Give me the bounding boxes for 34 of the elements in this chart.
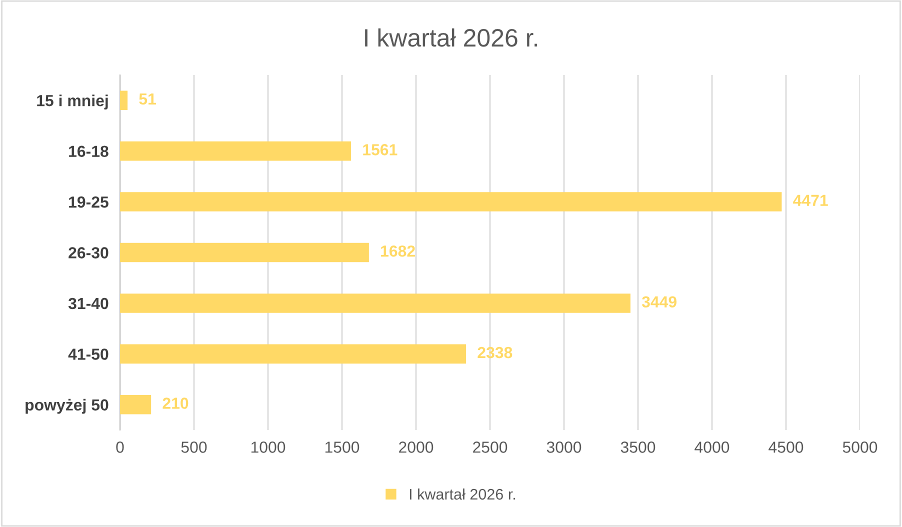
y-tick-label: 19-25 [69, 196, 108, 208]
bar [120, 395, 152, 414]
data-label: 1682 [381, 245, 415, 257]
y-tick-label: 16-18 [69, 146, 108, 158]
bar [120, 192, 782, 212]
y-tick-label: 41-50 [68, 348, 108, 360]
y-tick-label: 15 i mniej [37, 94, 108, 110]
y-tick-label: 26-30 [68, 247, 108, 258]
x-tick-label: 3000 [546, 442, 582, 453]
x-tick-label: 5000 [842, 442, 878, 453]
legend-label: I kwartał 2026 r. [410, 488, 515, 500]
bar [120, 344, 466, 364]
data-label: 3449 [642, 296, 677, 308]
data-label: 51 [139, 94, 156, 105]
data-label: 4471 [793, 194, 828, 206]
x-tick-label: 1000 [251, 442, 286, 453]
bar [120, 141, 352, 161]
x-tick-label: 4500 [768, 442, 804, 453]
data-label: 2338 [478, 346, 512, 358]
x-tick-label: 1500 [325, 442, 360, 453]
x-tick-label: 500 [181, 442, 207, 453]
y-tick-label: 31-40 [68, 298, 108, 310]
data-label: 210 [162, 398, 188, 409]
bar [120, 242, 369, 262]
y-tick-label: powyżej 50 [26, 398, 108, 414]
x-tick-label: 2000 [399, 442, 434, 453]
x-tick-label: 4000 [694, 442, 730, 453]
data-label: 1561 [363, 144, 398, 156]
x-tick-label: 0 [116, 442, 124, 453]
bar [120, 90, 128, 110]
chart-title: I kwartał 2026 r. [365, 28, 537, 47]
bar [120, 294, 630, 313]
x-tick-label: 2500 [473, 442, 508, 453]
x-tick-label: 3500 [620, 442, 656, 453]
